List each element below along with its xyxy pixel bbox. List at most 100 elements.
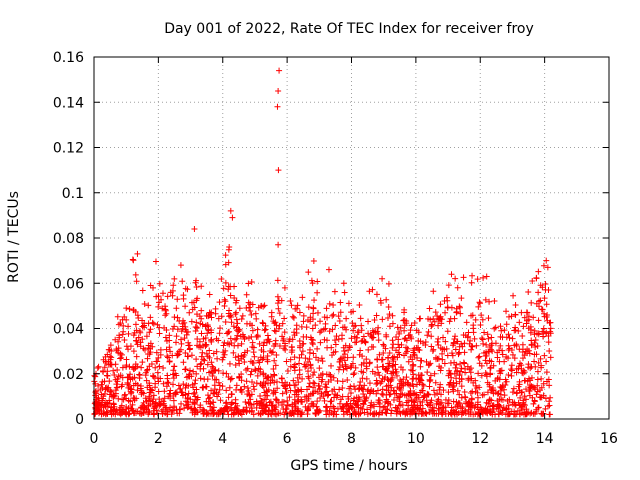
data-point <box>317 318 324 325</box>
data-point <box>535 331 542 338</box>
data-point <box>533 391 540 398</box>
data-point-outlier <box>483 273 490 280</box>
data-point <box>509 335 516 342</box>
data-point <box>505 342 512 349</box>
data-point <box>202 335 209 342</box>
data-point <box>510 385 517 392</box>
data-point <box>213 348 220 355</box>
data-point <box>300 318 307 325</box>
data-point <box>125 384 132 391</box>
data-point <box>343 402 350 409</box>
data-point <box>227 335 234 342</box>
data-point <box>420 382 427 389</box>
data-point <box>171 403 178 410</box>
data-point <box>546 398 553 405</box>
data-point <box>446 318 453 325</box>
data-point <box>363 375 370 382</box>
data-point <box>378 409 385 416</box>
data-point <box>116 410 123 417</box>
data-point <box>193 356 200 363</box>
data-point <box>252 366 259 373</box>
data-point-outlier <box>275 167 282 174</box>
data-point <box>442 396 449 403</box>
data-point <box>469 343 476 350</box>
data-point <box>538 364 545 371</box>
data-point <box>142 372 149 379</box>
data-point <box>101 410 108 417</box>
data-point <box>138 364 145 371</box>
data-point <box>468 346 475 353</box>
data-point <box>396 330 403 337</box>
data-point <box>345 300 352 307</box>
data-point <box>488 387 495 394</box>
data-point <box>451 315 458 322</box>
data-point <box>273 378 280 385</box>
data-point <box>463 399 470 406</box>
data-point <box>271 371 278 378</box>
data-point <box>444 328 451 335</box>
data-point <box>496 358 503 365</box>
data-point <box>305 359 312 365</box>
data-point <box>194 324 201 331</box>
data-point <box>485 315 492 322</box>
data-point <box>324 392 331 399</box>
data-point <box>323 388 330 395</box>
data-point <box>452 346 459 353</box>
data-point <box>411 390 418 397</box>
data-point <box>241 407 248 414</box>
data-point <box>272 319 279 326</box>
data-point <box>396 384 403 391</box>
data-point <box>520 399 527 406</box>
data-point <box>182 384 189 391</box>
data-point <box>514 407 521 414</box>
data-point <box>136 371 143 378</box>
data-point <box>341 289 348 296</box>
data-point <box>282 346 289 353</box>
data-point <box>136 372 143 379</box>
data-point <box>92 399 99 406</box>
data-point <box>319 358 326 365</box>
data-point <box>305 375 312 382</box>
data-point <box>532 344 539 351</box>
data-point <box>217 397 224 404</box>
data-point <box>125 346 132 353</box>
data-point <box>430 315 437 322</box>
data-point <box>270 365 277 372</box>
data-point <box>299 375 306 382</box>
data-point <box>422 410 429 417</box>
data-point <box>287 297 294 304</box>
data-point <box>446 381 453 388</box>
data-point <box>351 323 358 330</box>
data-point <box>321 336 328 343</box>
data-point <box>545 339 552 346</box>
data-point <box>376 403 383 410</box>
data-point <box>312 322 319 329</box>
data-point <box>106 346 113 353</box>
data-point <box>492 377 499 384</box>
data-point <box>254 372 261 379</box>
data-point <box>324 344 331 351</box>
data-point <box>271 357 278 364</box>
data-point <box>276 310 283 317</box>
data-point <box>149 401 156 408</box>
data-point <box>141 301 148 308</box>
data-point <box>272 341 279 348</box>
data-point <box>173 305 180 312</box>
data-point <box>495 403 502 410</box>
data-point <box>326 300 333 307</box>
data-point <box>486 348 493 355</box>
data-point <box>366 380 373 387</box>
data-point <box>458 340 465 347</box>
data-point <box>467 408 474 415</box>
data-point <box>484 331 491 338</box>
data-point <box>260 348 267 355</box>
data-point <box>478 335 485 342</box>
data-point <box>263 402 270 409</box>
data-point <box>432 379 439 386</box>
data-point <box>435 342 442 349</box>
data-point <box>460 409 467 416</box>
data-point <box>528 342 535 349</box>
data-point <box>456 304 463 311</box>
data-point <box>261 302 268 309</box>
data-point <box>466 400 473 407</box>
